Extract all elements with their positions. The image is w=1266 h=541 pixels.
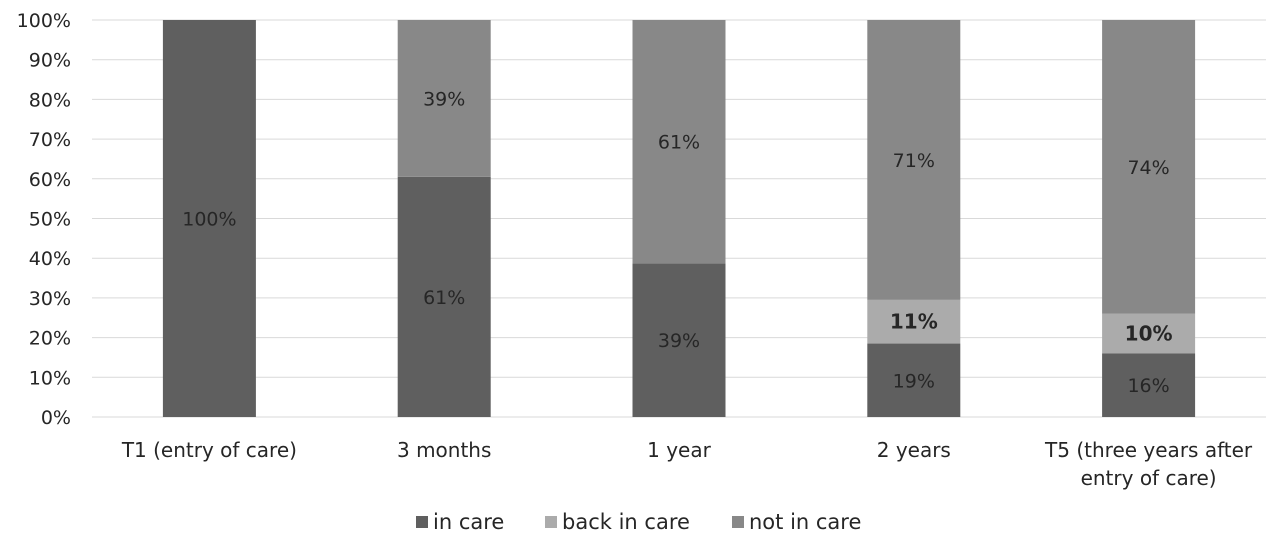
- y-tick-label: 90%: [29, 50, 71, 72]
- data-label: 39%: [658, 330, 700, 352]
- data-label: 16%: [1127, 375, 1169, 397]
- data-label: 11%: [890, 310, 938, 334]
- x-category-label: 1 year: [647, 438, 711, 462]
- y-tick-label: 20%: [29, 328, 71, 350]
- y-tick-label: 50%: [29, 209, 71, 231]
- data-label: 39%: [423, 88, 465, 110]
- data-label: 10%: [1125, 322, 1173, 346]
- y-axis-ticks: 0% 10% 20% 30% 40% 50% 60% 70% 80% 90% 100%: [17, 10, 71, 429]
- y-tick-label: 0%: [41, 407, 71, 429]
- x-category-label: T1 (entry of care): [121, 438, 297, 462]
- x-axis-categories: T1 (entry of care) 3 months 1 year 2 years T…: [121, 438, 1253, 490]
- legend-swatch: [416, 516, 428, 528]
- data-label: 61%: [658, 132, 700, 154]
- y-tick-label: 100%: [17, 10, 71, 32]
- data-label: 19%: [893, 370, 935, 392]
- y-tick-label: 70%: [29, 129, 71, 151]
- y-tick-label: 60%: [29, 169, 71, 191]
- x-category-label: entry of care): [1081, 466, 1217, 490]
- legend-swatch: [545, 516, 557, 528]
- data-label: 100%: [182, 209, 236, 231]
- data-label: 61%: [423, 287, 465, 309]
- legend-label: back in care: [562, 510, 690, 534]
- x-category-label: 3 months: [397, 438, 491, 462]
- y-tick-label: 40%: [29, 248, 71, 270]
- x-category-label: 2 years: [877, 438, 951, 462]
- legend-swatch: [732, 516, 744, 528]
- x-category-label: T5 (three years after: [1044, 438, 1253, 462]
- y-tick-label: 10%: [29, 367, 71, 389]
- legend-label: in care: [433, 510, 504, 534]
- data-label: 71%: [893, 150, 935, 172]
- y-tick-label: 30%: [29, 288, 71, 310]
- legend-label: not in care: [749, 510, 861, 534]
- y-tick-label: 80%: [29, 89, 71, 111]
- legend: in care back in care not in care: [416, 510, 861, 534]
- data-label: 74%: [1127, 157, 1169, 179]
